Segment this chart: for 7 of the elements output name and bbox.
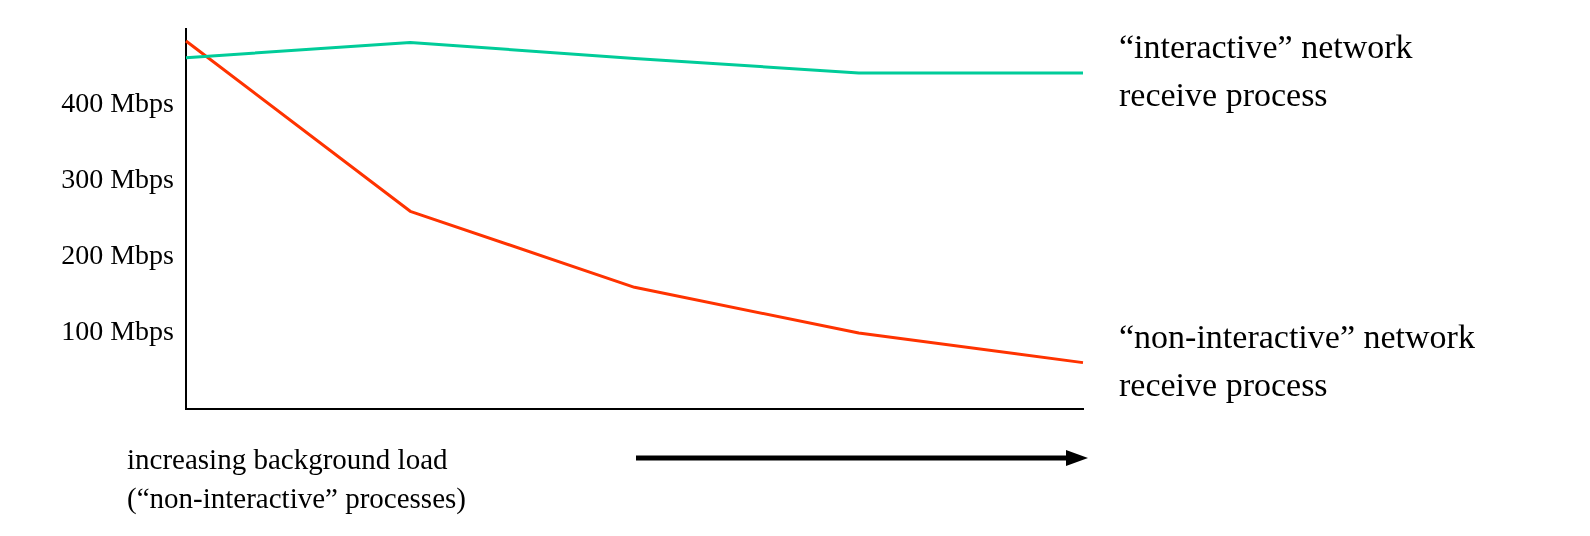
- series-label: “interactive” network receive process: [1119, 27, 1413, 113]
- series-label: “non-interactive” network receive process: [1119, 317, 1475, 403]
- y-tick-label: 400 Mbps: [61, 87, 174, 119]
- x-axis-title: increasing background load (“non-interactive” processes): [127, 442, 466, 516]
- y-tick-label: 200 Mbps: [61, 239, 174, 271]
- y-tick-label: 100 Mbps: [61, 315, 174, 347]
- y-tick-label: 300 Mbps: [61, 163, 174, 195]
